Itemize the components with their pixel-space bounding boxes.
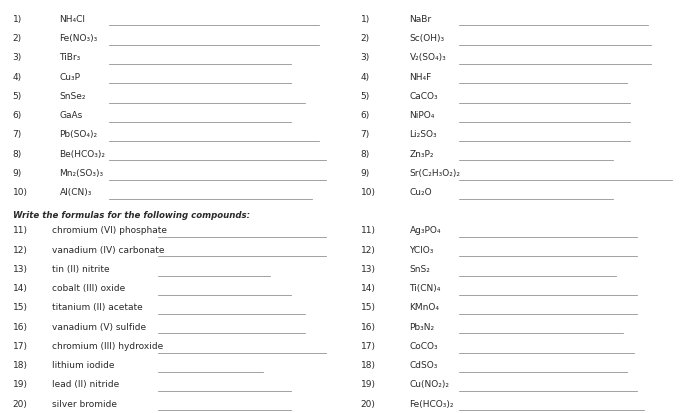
Text: Pb(SO₄)₂: Pb(SO₄)₂ bbox=[60, 130, 97, 139]
Text: Ti(CN)₄: Ti(CN)₄ bbox=[410, 283, 441, 292]
Text: silver bromide: silver bromide bbox=[52, 399, 118, 408]
Text: GaAs: GaAs bbox=[60, 111, 83, 120]
Text: Sr(C₂H₃O₂)₂: Sr(C₂H₃O₂)₂ bbox=[410, 169, 461, 178]
Text: SnS₂: SnS₂ bbox=[410, 264, 430, 273]
Text: 8): 8) bbox=[13, 150, 22, 158]
Text: 11): 11) bbox=[360, 226, 375, 235]
Text: 10): 10) bbox=[360, 188, 375, 197]
Text: Cu₂O: Cu₂O bbox=[410, 188, 432, 197]
Text: 4): 4) bbox=[360, 73, 370, 81]
Text: 8): 8) bbox=[360, 150, 370, 158]
Text: Pb₃N₂: Pb₃N₂ bbox=[410, 322, 435, 331]
Text: 14): 14) bbox=[360, 283, 375, 292]
Text: lead (II) nitride: lead (II) nitride bbox=[52, 380, 120, 389]
Text: KMnO₄: KMnO₄ bbox=[410, 303, 440, 312]
Text: lithium iodide: lithium iodide bbox=[52, 360, 115, 369]
Text: 4): 4) bbox=[13, 73, 22, 81]
Text: 7): 7) bbox=[13, 130, 22, 139]
Text: Fe(HCO₃)₂: Fe(HCO₃)₂ bbox=[410, 399, 454, 408]
Text: Zn₃P₂: Zn₃P₂ bbox=[410, 150, 434, 158]
Text: NH₄Cl: NH₄Cl bbox=[60, 15, 85, 24]
Text: V₂(SO₄)₃: V₂(SO₄)₃ bbox=[410, 53, 447, 62]
Text: Fe(NO₃)₃: Fe(NO₃)₃ bbox=[60, 34, 98, 43]
Text: titanium (II) acetate: titanium (II) acetate bbox=[52, 303, 144, 312]
Text: 20): 20) bbox=[13, 399, 27, 408]
Text: Li₂SO₃: Li₂SO₃ bbox=[410, 130, 437, 139]
Text: 1): 1) bbox=[13, 15, 22, 24]
Text: CaCO₃: CaCO₃ bbox=[410, 92, 438, 101]
Text: 6): 6) bbox=[360, 111, 370, 120]
Text: Sc(OH)₃: Sc(OH)₃ bbox=[410, 34, 444, 43]
Text: NaBr: NaBr bbox=[410, 15, 432, 24]
Text: cobalt (III) oxide: cobalt (III) oxide bbox=[52, 283, 126, 292]
Text: 19): 19) bbox=[13, 380, 27, 389]
Text: chromium (III) hydroxide: chromium (III) hydroxide bbox=[52, 341, 164, 350]
Text: 12): 12) bbox=[13, 245, 27, 254]
Text: 14): 14) bbox=[13, 283, 27, 292]
Text: 7): 7) bbox=[360, 130, 370, 139]
Text: 17): 17) bbox=[13, 341, 27, 350]
Text: 18): 18) bbox=[360, 360, 375, 369]
Text: 12): 12) bbox=[360, 245, 375, 254]
Text: TiBr₃: TiBr₃ bbox=[60, 53, 80, 62]
Text: 13): 13) bbox=[13, 264, 27, 273]
Text: YClO₃: YClO₃ bbox=[410, 245, 434, 254]
Text: Mn₂(SO₃)₃: Mn₂(SO₃)₃ bbox=[60, 169, 104, 178]
Text: vanadium (V) sulfide: vanadium (V) sulfide bbox=[52, 322, 146, 331]
Text: 18): 18) bbox=[13, 360, 27, 369]
Text: NH₄F: NH₄F bbox=[410, 73, 432, 81]
Text: Cu(NO₂)₂: Cu(NO₂)₂ bbox=[410, 380, 449, 389]
Text: 2): 2) bbox=[360, 34, 370, 43]
Text: 16): 16) bbox=[13, 322, 27, 331]
Text: 15): 15) bbox=[13, 303, 27, 312]
Text: 9): 9) bbox=[13, 169, 22, 178]
Text: 17): 17) bbox=[360, 341, 375, 350]
Text: 5): 5) bbox=[13, 92, 22, 101]
Text: Ag₃PO₄: Ag₃PO₄ bbox=[410, 226, 441, 235]
Text: 9): 9) bbox=[360, 169, 370, 178]
Text: CoCO₃: CoCO₃ bbox=[410, 341, 438, 350]
Text: 19): 19) bbox=[360, 380, 375, 389]
Text: Be(HCO₃)₂: Be(HCO₃)₂ bbox=[60, 150, 106, 158]
Text: Cu₃P: Cu₃P bbox=[60, 73, 80, 81]
Text: chromium (VI) phosphate: chromium (VI) phosphate bbox=[52, 226, 167, 235]
Text: 3): 3) bbox=[13, 53, 22, 62]
Text: 2): 2) bbox=[13, 34, 22, 43]
Text: 10): 10) bbox=[13, 188, 27, 197]
Text: 11): 11) bbox=[13, 226, 27, 235]
Text: vanadium (IV) carbonate: vanadium (IV) carbonate bbox=[52, 245, 165, 254]
Text: Al(CN)₃: Al(CN)₃ bbox=[60, 188, 92, 197]
Text: Write the formulas for the following compounds:: Write the formulas for the following com… bbox=[13, 210, 250, 219]
Text: 3): 3) bbox=[360, 53, 370, 62]
Text: 5): 5) bbox=[360, 92, 370, 101]
Text: NiPO₄: NiPO₄ bbox=[410, 111, 435, 120]
Text: 16): 16) bbox=[360, 322, 375, 331]
Text: 1): 1) bbox=[360, 15, 370, 24]
Text: tin (II) nitrite: tin (II) nitrite bbox=[52, 264, 110, 273]
Text: 20): 20) bbox=[360, 399, 375, 408]
Text: 15): 15) bbox=[360, 303, 375, 312]
Text: 6): 6) bbox=[13, 111, 22, 120]
Text: CdSO₃: CdSO₃ bbox=[410, 360, 438, 369]
Text: SnSe₂: SnSe₂ bbox=[60, 92, 86, 101]
Text: 13): 13) bbox=[360, 264, 375, 273]
